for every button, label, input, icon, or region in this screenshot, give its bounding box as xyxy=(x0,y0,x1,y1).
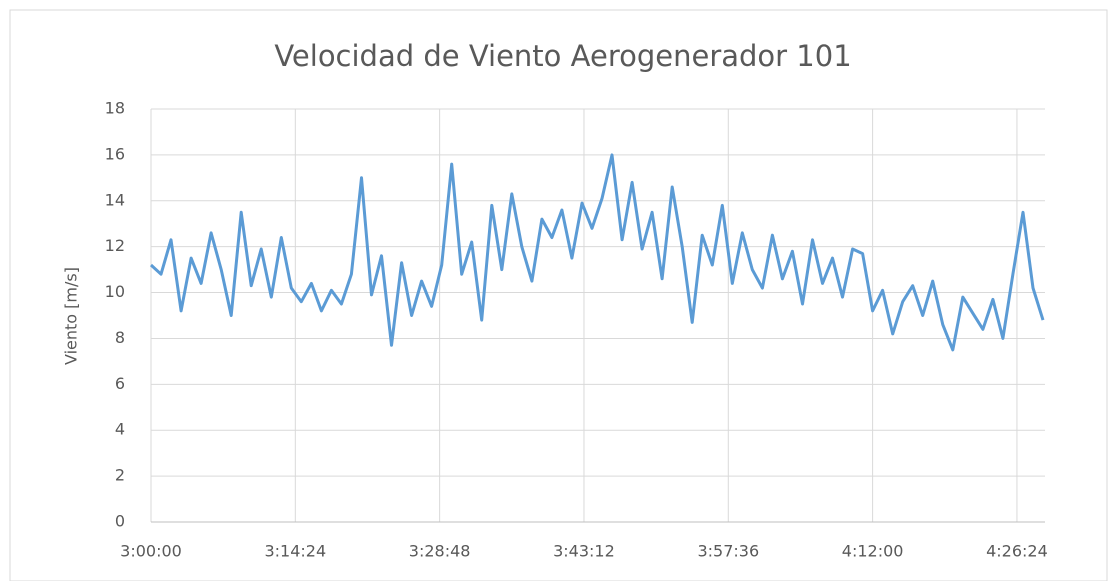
y-tick-label: 8 xyxy=(115,328,125,347)
y-tick-label: 14 xyxy=(105,190,125,209)
x-tick-label: 3:57:36 xyxy=(697,542,759,561)
y-tick-label: 2 xyxy=(115,466,125,485)
x-tick-label: 3:14:24 xyxy=(264,542,326,561)
y-tick-label: 10 xyxy=(105,282,125,301)
x-tick-label: 3:28:48 xyxy=(409,542,471,561)
chart-frame xyxy=(9,9,1108,581)
x-tick-label: 4:26:24 xyxy=(986,542,1048,561)
data-line xyxy=(149,153,1045,352)
x-tick-label: 3:43:12 xyxy=(553,542,615,561)
x-tick-label: 3:00:00 xyxy=(120,542,182,561)
y-tick-label: 16 xyxy=(105,144,125,163)
y-tick-label: 6 xyxy=(115,374,125,393)
y-tick-label: 18 xyxy=(105,99,125,118)
y-axis-label: Viento [m/s] xyxy=(62,267,81,365)
y-tick-label: 12 xyxy=(105,236,125,255)
chart-title: Velocidad de Viento Aerogenerador 101 xyxy=(274,39,851,73)
x-tick-label: 4:12:00 xyxy=(842,542,904,561)
y-tick-label: 0 xyxy=(115,512,125,531)
y-tick-label: 4 xyxy=(115,420,125,439)
